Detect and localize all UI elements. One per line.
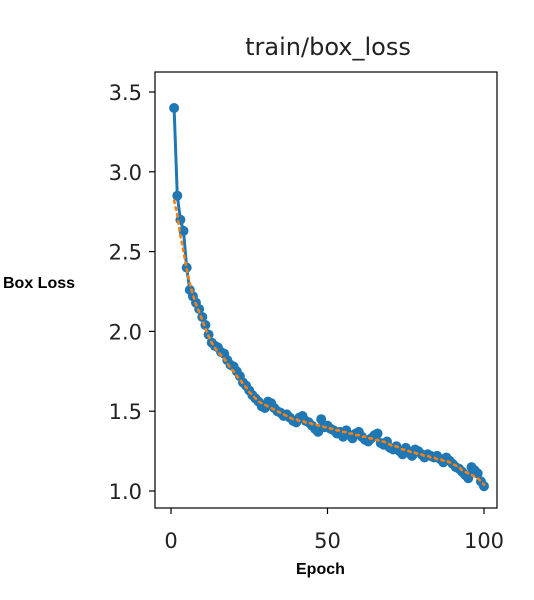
data-point: [479, 481, 489, 492]
x-axis-ticks: 0 50 100: [164, 508, 504, 553]
y-tick-label: 1.0: [109, 480, 142, 504]
y-tick-label: 1.5: [109, 400, 142, 424]
x-tick-label: 50: [314, 529, 341, 553]
data-point: [169, 103, 180, 113]
y-tick-label: 2.0: [109, 320, 142, 344]
data-point: [172, 190, 183, 201]
y-tick-label: 3.5: [109, 81, 142, 105]
x-tick-label: 0: [164, 529, 177, 553]
plot-area-frame: [154, 71, 498, 509]
y-tick-label: 3.0: [109, 161, 142, 185]
x-tick-label: 100: [464, 529, 504, 553]
y-axis-ticks: 1.0 1.5 2.0 2.5 3.0 3.5: [109, 81, 155, 504]
series-layer: [169, 103, 489, 492]
x-axis-label: Epoch: [296, 561, 345, 578]
y-axis-label: Box Loss: [3, 275, 76, 292]
series-line-smooth: [172, 199, 486, 486]
chart-title: train/box_loss: [245, 33, 411, 61]
y-tick-label: 2.5: [109, 241, 142, 265]
data-point: [181, 262, 192, 273]
data-point: [372, 428, 383, 439]
data-point: [316, 414, 327, 425]
data-point: [178, 225, 189, 236]
